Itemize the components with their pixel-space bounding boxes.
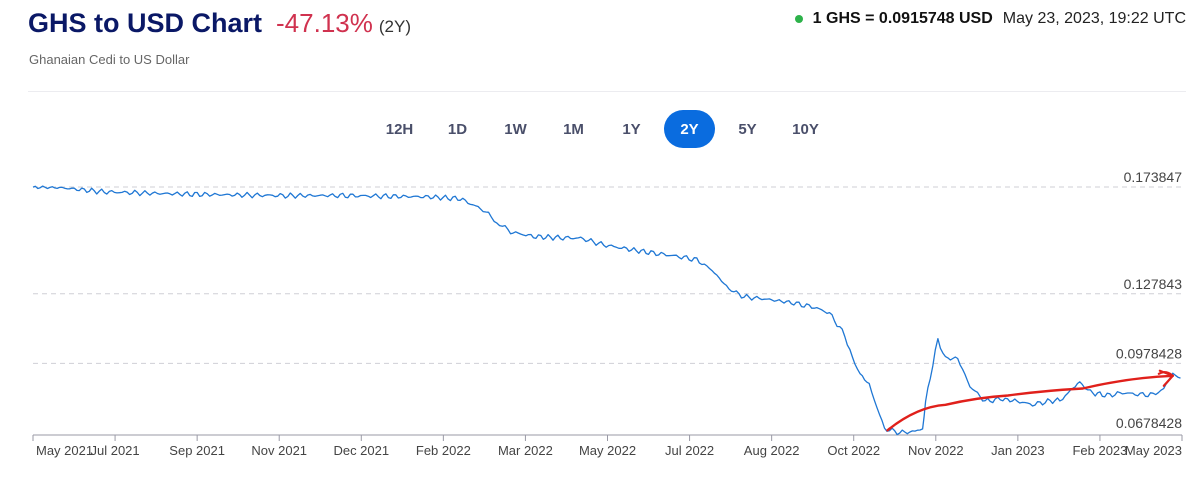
page-subtitle: Ghanaian Cedi to US Dollar [29, 52, 190, 67]
x-tick-label: May 2022 [579, 443, 636, 458]
range-tab-1y[interactable]: 1Y [606, 110, 657, 148]
range-tab-1d[interactable]: 1D [432, 110, 483, 148]
live-rate: 1 GHS = 0.0915748 USD May 23, 2023, 19:2… [794, 10, 1186, 28]
y-tick-label: 0.173847 [1124, 169, 1183, 185]
x-tick-label: Dec 2021 [333, 443, 389, 458]
rate-value: 1 GHS = 0.0915748 USD [812, 10, 993, 27]
live-status-dot-icon [794, 15, 803, 23]
y-tick-label: 0.127843 [1124, 276, 1183, 292]
page-title: GHS to USD Chart [28, 8, 263, 38]
x-tick-label: Oct 2022 [827, 443, 880, 458]
percent-change: -47.13% [276, 8, 373, 38]
x-tick-label: Feb 2023 [1072, 443, 1127, 458]
range-tab-10y[interactable]: 10Y [780, 110, 831, 148]
x-tick-label: Jul 2022 [665, 443, 714, 458]
y-tick-label: 0.0678428 [1116, 415, 1182, 431]
annotation-trend-arrow [886, 374, 1174, 432]
range-tab-5y[interactable]: 5Y [722, 110, 773, 148]
rate-timestamp: May 23, 2023, 19:22 UTC [1002, 10, 1186, 27]
x-tick-label: May 2021 [36, 443, 93, 458]
x-tick-label: May 2023 [1125, 443, 1182, 458]
x-tick-label: Mar 2022 [498, 443, 553, 458]
header-divider [28, 91, 1186, 92]
y-tick-label: 0.0978428 [1116, 345, 1182, 361]
x-tick-label: Jan 2023 [991, 443, 1045, 458]
exchange-rate-series-line [32, 185, 1181, 436]
x-tick-label: Nov 2021 [251, 443, 307, 458]
x-tick-label: Aug 2022 [744, 443, 800, 458]
x-tick-label: Sep 2021 [169, 443, 225, 458]
x-tick-label: Feb 2022 [416, 443, 471, 458]
range-tabs: 12H 1D 1W 1M 1Y 2Y 5Y 10Y [374, 110, 831, 148]
range-tab-1m[interactable]: 1M [548, 110, 599, 148]
x-tick-label: Nov 2022 [908, 443, 964, 458]
x-tick-label: Jul 2021 [90, 443, 139, 458]
range-tab-2y[interactable]: 2Y [664, 110, 715, 148]
range-tab-1w[interactable]: 1W [490, 110, 541, 148]
range-note: (2Y) [378, 17, 411, 36]
range-tab-12h[interactable]: 12H [374, 110, 425, 148]
annotation-arrowhead [1157, 369, 1174, 387]
title-row: GHS to USD Chart -47.13% (2Y) [28, 8, 411, 39]
